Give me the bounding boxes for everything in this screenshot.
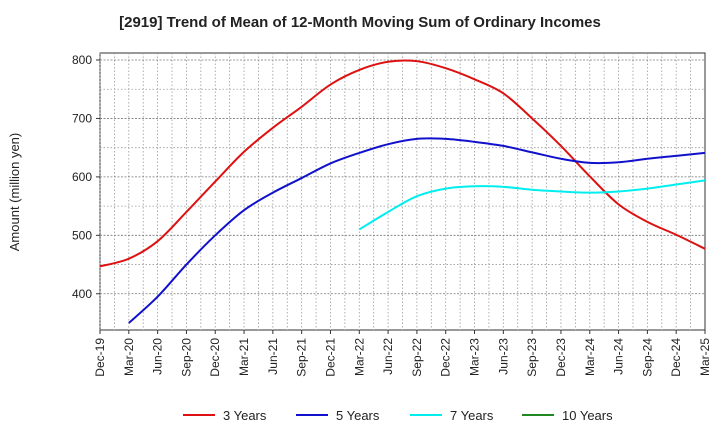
x-tick-label: Mar-20: [122, 338, 136, 376]
legend-label-3-years: 3 Years: [223, 408, 267, 423]
x-tick-label: Dec-19: [93, 338, 107, 377]
legend-label-10-years: 10 Years: [562, 408, 613, 423]
x-tick-label: Jun-21: [266, 338, 280, 375]
y-tick-label: 400: [72, 287, 92, 301]
y-tick-label: 500: [72, 228, 92, 242]
grid-lines: [99, 53, 705, 330]
y-axis-ticks: 400 500 600 700 800: [72, 53, 100, 301]
y-tick-label: 800: [72, 53, 92, 67]
x-tick-label: Dec-21: [323, 338, 337, 377]
x-tick-label: Sep-21: [295, 338, 309, 377]
y-tick-label: 700: [72, 111, 92, 125]
x-axis-ticks: Dec-19 Mar-20 Jun-20 Sep-20 Dec-20 Mar-21 Jun-…: [93, 330, 712, 377]
series-line-7-years: [358, 179, 706, 231]
series-line-3-years: [99, 59, 706, 268]
x-tick-label: Mar-23: [468, 338, 482, 376]
y-tick-label: 600: [72, 170, 92, 184]
series-line-5-years: [128, 137, 706, 324]
legend: 3 Years 5 Years 7 Years 10 Years: [183, 408, 613, 423]
x-tick-label: Sep-20: [179, 338, 193, 377]
x-tick-label: Mar-25: [698, 338, 712, 376]
x-tick-label: Dec-20: [208, 338, 222, 377]
x-tick-label: Sep-24: [640, 338, 654, 377]
x-tick-label: Mar-21: [237, 338, 251, 376]
x-tick-label: Sep-23: [525, 338, 539, 377]
x-tick-label: Jun-20: [151, 338, 165, 375]
x-tick-label: Sep-22: [410, 338, 424, 377]
x-tick-label: Mar-24: [583, 338, 597, 376]
legend-label-5-years: 5 Years: [336, 408, 380, 423]
x-tick-label: Dec-22: [439, 338, 453, 377]
x-tick-label: Jun-22: [381, 338, 395, 375]
chart-title: [2919] Trend of Mean of 12-Month Moving …: [119, 14, 601, 31]
x-tick-label: Jun-23: [496, 338, 510, 375]
y-axis-label: Amount (million yen): [7, 133, 22, 252]
series-lines: [99, 59, 706, 324]
x-tick-label: Dec-24: [669, 338, 683, 377]
x-tick-label: Jun-24: [612, 338, 626, 375]
legend-label-7-years: 7 Years: [450, 408, 494, 423]
x-tick-label: Dec-23: [554, 338, 568, 377]
x-tick-label: Mar-22: [352, 338, 366, 376]
